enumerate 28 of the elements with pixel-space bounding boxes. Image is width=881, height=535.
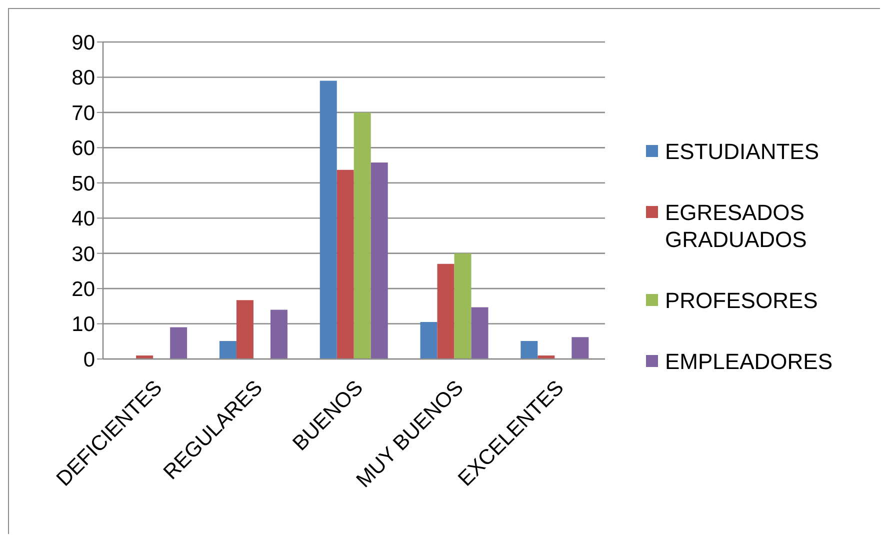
bar <box>354 112 371 359</box>
y-tick-label: 70 <box>72 102 95 125</box>
bar <box>320 80 337 359</box>
y-tick-label: 10 <box>72 313 95 336</box>
y-tick-label: 90 <box>72 31 95 54</box>
y-tick-label: 50 <box>72 172 95 196</box>
y-tick-label: 0 <box>83 348 95 372</box>
bar <box>520 341 538 359</box>
legend-label: EGRESADOS GRADUADOS <box>665 199 808 253</box>
bar <box>270 310 288 359</box>
y-tick-label: 30 <box>72 242 95 266</box>
bar <box>454 253 472 359</box>
bar <box>336 170 354 359</box>
bar <box>420 322 438 359</box>
bar <box>370 162 388 359</box>
y-tick-label: 60 <box>72 137 95 160</box>
y-tick-label: 20 <box>72 278 95 302</box>
legend-label: PROFESORES <box>665 287 819 314</box>
bar <box>219 341 236 359</box>
legend-label: ESTUDIANTES <box>665 138 820 165</box>
bar <box>437 264 454 359</box>
bar <box>471 307 488 359</box>
bar <box>236 300 254 359</box>
y-tick-label: 80 <box>72 66 95 90</box>
bar <box>170 327 188 359</box>
y-tick-label: 40 <box>72 208 95 231</box>
bar <box>572 337 589 359</box>
legend-label: EMPLEADORES <box>665 348 834 375</box>
